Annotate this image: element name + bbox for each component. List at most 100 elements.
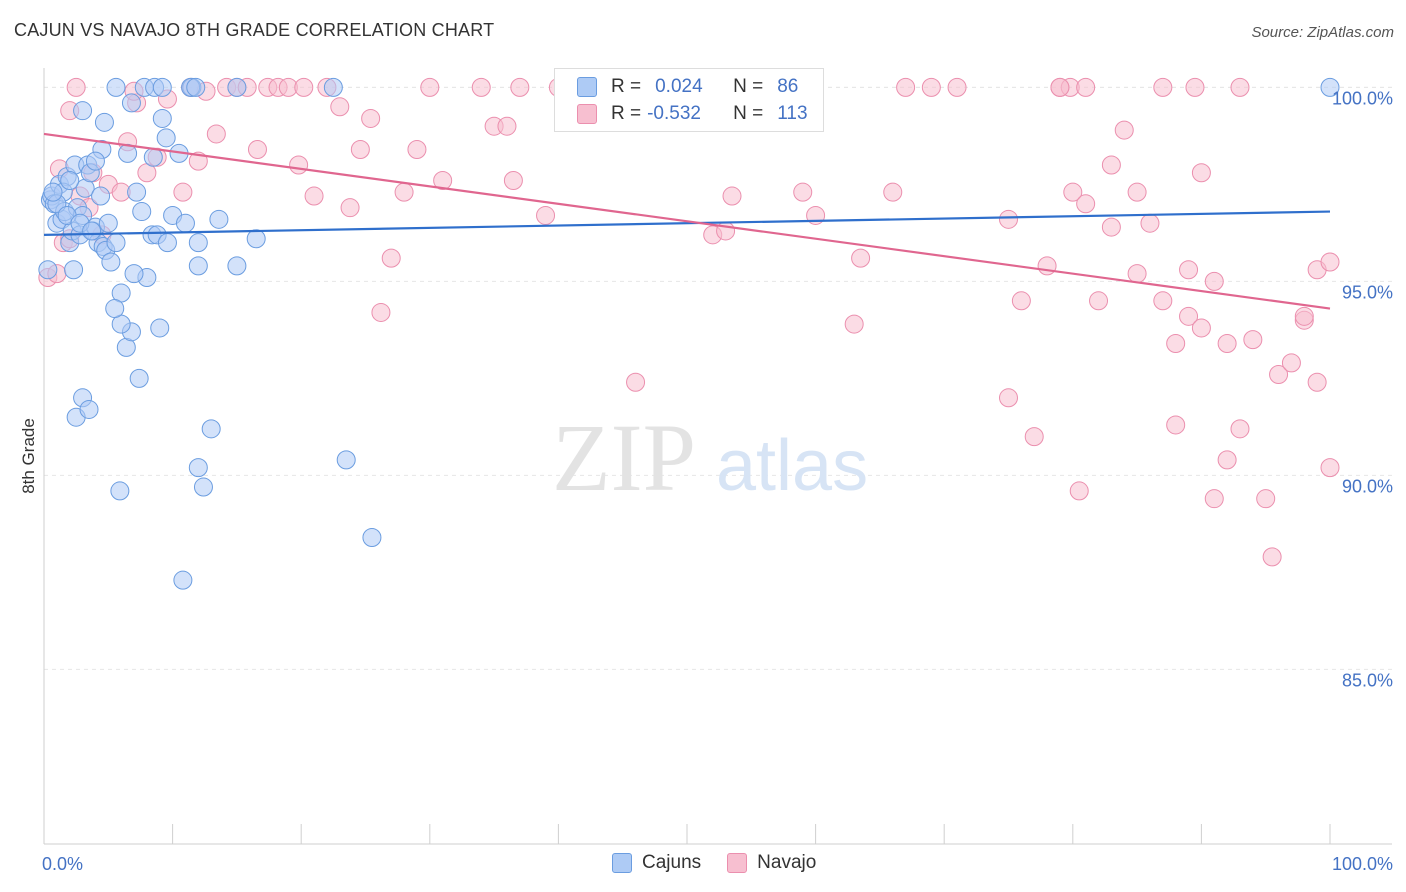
bottom-legend-swatch-cajuns — [612, 853, 632, 873]
legend-box: R = 0.024 N = 86 R = -0.532 N = 113 — [554, 68, 824, 132]
cajun-point — [201, 419, 221, 439]
navajo-point — [503, 171, 523, 191]
navajo-point — [330, 97, 350, 117]
cajun-point — [1320, 77, 1340, 97]
cajun-point — [209, 209, 229, 229]
y-tick-label: 95.0% — [1342, 282, 1393, 302]
navajo-point — [999, 209, 1018, 229]
watermark-atlas-text: atlas — [716, 426, 868, 506]
navajo-point — [371, 302, 391, 322]
cajun-point — [105, 299, 125, 319]
bottom-legend-swatch-navajo — [727, 853, 748, 873]
cajun-point — [110, 481, 130, 501]
navajo-point — [1101, 217, 1121, 237]
y-axis-label: 8th Grade — [19, 418, 38, 494]
navajo-point — [1024, 427, 1044, 447]
navajo-point — [1217, 333, 1237, 353]
navajo-trend-line — [43, 132, 1331, 310]
navajo-point — [497, 116, 517, 136]
bottom-legend-label-navajo: Navajo — [757, 852, 817, 873]
navajo-point — [1127, 264, 1147, 284]
cajun-point — [152, 77, 172, 97]
navajo-point — [1101, 155, 1121, 175]
navajo-point — [1153, 291, 1173, 311]
navajo-point — [1166, 333, 1186, 353]
legend-r-value: 0.024 — [655, 76, 703, 97]
cajun-point — [94, 112, 114, 132]
navajo-point — [1011, 291, 1031, 311]
navajo-point — [1069, 481, 1089, 501]
navajo-point — [999, 388, 1018, 408]
navajo-point — [1204, 271, 1224, 291]
navajo-point — [1185, 77, 1205, 97]
navajo-point — [1140, 213, 1160, 233]
navajo-point — [883, 182, 903, 202]
legend-n-value: 113 — [777, 103, 808, 124]
navajo-point — [1269, 365, 1289, 385]
navajo-point — [173, 182, 193, 202]
chart-title: CAJUN VS NAVAJO 8TH GRADE CORRELATION CH… — [14, 20, 495, 40]
cajun-point — [38, 260, 58, 280]
cajun-point — [188, 233, 208, 253]
navajo-point — [340, 198, 360, 218]
cajun-point — [336, 450, 356, 470]
cajun-point — [64, 260, 84, 280]
navajo-point — [1307, 372, 1327, 392]
navajo-point — [1230, 419, 1250, 439]
cajun-point — [175, 213, 195, 233]
navajo-point — [844, 314, 864, 334]
cajun-point — [85, 151, 105, 171]
navajo-point — [289, 155, 309, 175]
navajo-point — [1050, 77, 1070, 97]
cajun-point — [91, 186, 111, 206]
cajun-point — [323, 77, 343, 97]
navajo-point — [304, 186, 324, 206]
cajun-point — [106, 77, 126, 97]
navajo-point — [921, 77, 941, 97]
navajo-point — [394, 182, 414, 202]
cajun-point — [150, 318, 170, 338]
navajo-point — [1281, 353, 1301, 373]
navajo-point — [510, 77, 530, 97]
cajun-point — [157, 233, 177, 253]
y-tick-labels: 100.0% 95.0% 90.0% 85.0% — [1332, 88, 1393, 690]
navajo-point — [1243, 330, 1263, 350]
navajo-point — [1179, 260, 1199, 280]
navajo-point — [896, 77, 916, 97]
cajun-point — [60, 171, 80, 191]
x-tick-label: 0.0% — [42, 854, 83, 874]
navajo-point — [1262, 547, 1282, 567]
cajun-point — [156, 128, 176, 148]
navajo-point — [471, 77, 491, 97]
navajo-points — [38, 77, 1340, 567]
legend-r-value: -0.532 — [647, 103, 701, 124]
navajo-point — [350, 139, 370, 159]
cajun-point — [129, 368, 149, 388]
cajun-point — [82, 221, 102, 241]
navajo-point — [1320, 458, 1340, 478]
navajo-point — [1089, 291, 1109, 311]
navajo-point — [433, 171, 453, 191]
navajo-point — [1256, 489, 1276, 509]
navajo-point — [947, 77, 967, 97]
navajo-point — [1320, 252, 1340, 272]
x-tick-labels: 0.0% 100.0% — [42, 854, 1393, 874]
navajo-point — [851, 248, 871, 268]
legend-row-navajo: R = -0.532 N = 113 — [577, 102, 808, 126]
navajo-point — [1294, 306, 1314, 326]
y-tick-label: 90.0% — [1342, 476, 1393, 496]
cajun-point — [227, 77, 247, 97]
navajo-point — [536, 205, 556, 225]
grid-lines — [44, 86, 1392, 670]
watermark-zip-text: ZIP — [552, 404, 696, 511]
navajo-point — [1076, 77, 1096, 97]
navajo-point — [1230, 77, 1250, 97]
navajo-point — [206, 124, 226, 144]
cajun-point — [106, 233, 126, 253]
cajun-points — [38, 77, 1340, 590]
legend-r-label: R = — [611, 103, 642, 124]
navajo-point — [1127, 182, 1147, 202]
navajo-point — [1153, 77, 1173, 97]
legend-r-label: R = — [611, 76, 642, 97]
